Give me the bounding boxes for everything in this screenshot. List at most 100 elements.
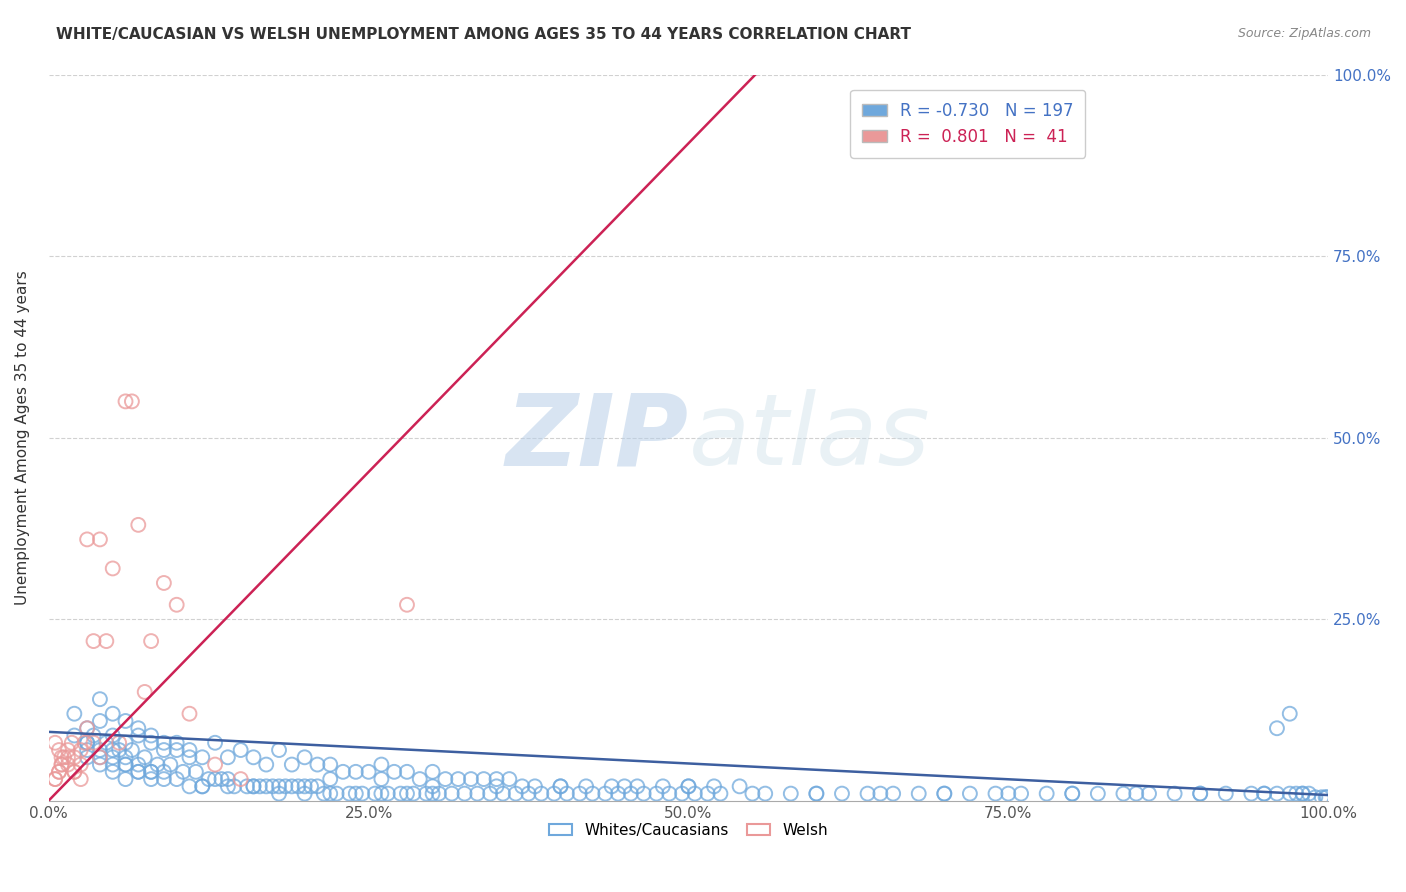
Point [48, 764, 70, 779]
Point [236, 780, 259, 794]
Point [510, 780, 533, 794]
Point [108, 736, 131, 750]
Point [709, 787, 731, 801]
Point [83, 634, 105, 648]
Point [364, 787, 387, 801]
Point [550, 780, 572, 794]
Point [53, 750, 76, 764]
Point [1163, 787, 1185, 801]
Point [63, 729, 86, 743]
Point [101, 743, 124, 757]
Text: WHITE/CAUCASIAN VS WELSH UNEMPLOYMENT AMONG AGES 35 TO 44 YEARS CORRELATION CHAR: WHITE/CAUCASIAN VS WELSH UNEMPLOYMENT AM… [56, 27, 911, 42]
Point [114, 750, 136, 764]
Point [299, 780, 322, 794]
Point [101, 750, 124, 764]
Text: atlas: atlas [689, 389, 931, 486]
Point [89, 757, 111, 772]
Point [696, 787, 718, 801]
Point [48, 764, 70, 779]
Point [217, 750, 239, 764]
Point [869, 787, 891, 801]
Point [294, 787, 316, 801]
Point [703, 780, 725, 794]
Point [389, 787, 412, 801]
Point [422, 764, 444, 779]
Point [76, 736, 98, 750]
Point [492, 787, 515, 801]
Point [831, 787, 853, 801]
Point [146, 757, 169, 772]
Point [395, 764, 418, 779]
Point [114, 394, 136, 409]
Point [89, 692, 111, 706]
Point [114, 757, 136, 772]
Point [422, 780, 444, 794]
Point [550, 780, 572, 794]
Point [63, 750, 86, 764]
Point [319, 757, 342, 772]
Point [678, 780, 700, 794]
Point [121, 743, 143, 757]
Point [856, 787, 879, 801]
Point [467, 787, 489, 801]
Point [728, 780, 751, 794]
Point [69, 743, 91, 757]
Point [1298, 787, 1320, 801]
Point [281, 757, 304, 772]
Point [1291, 787, 1313, 801]
Point [96, 634, 118, 648]
Point [127, 757, 149, 772]
Point [101, 757, 124, 772]
Point [402, 787, 425, 801]
Point [319, 787, 342, 801]
Point [595, 787, 617, 801]
Point [678, 780, 700, 794]
Point [651, 780, 673, 794]
Point [806, 787, 828, 801]
Point [1035, 787, 1057, 801]
Point [1285, 787, 1308, 801]
Point [204, 736, 226, 750]
Point [959, 787, 981, 801]
Point [352, 787, 374, 801]
Point [139, 772, 162, 786]
Point [479, 787, 502, 801]
Point [197, 772, 219, 786]
Point [89, 750, 111, 764]
Point [620, 787, 643, 801]
Point [1215, 787, 1237, 801]
Point [319, 772, 342, 786]
Point [127, 517, 149, 532]
Point [242, 750, 264, 764]
Point [179, 706, 201, 721]
Point [658, 787, 681, 801]
Point [217, 780, 239, 794]
Point [242, 780, 264, 794]
Point [434, 772, 457, 786]
Point [1265, 787, 1288, 801]
Point [63, 764, 86, 779]
Point [48, 743, 70, 757]
Y-axis label: Unemployment Among Ages 35 to 44 years: Unemployment Among Ages 35 to 44 years [15, 270, 30, 605]
Point [683, 787, 706, 801]
Point [242, 780, 264, 794]
Point [127, 721, 149, 735]
Point [415, 787, 437, 801]
Point [172, 764, 194, 779]
Point [127, 764, 149, 779]
Point [485, 772, 508, 786]
Point [395, 598, 418, 612]
Point [51, 757, 73, 772]
Point [63, 764, 86, 779]
Point [89, 743, 111, 757]
Point [1087, 787, 1109, 801]
Point [166, 743, 188, 757]
Point [56, 750, 79, 764]
Point [498, 772, 520, 786]
Point [139, 736, 162, 750]
Point [51, 757, 73, 772]
Point [101, 764, 124, 779]
Point [267, 787, 290, 801]
Point [312, 787, 335, 801]
Point [1278, 706, 1301, 721]
